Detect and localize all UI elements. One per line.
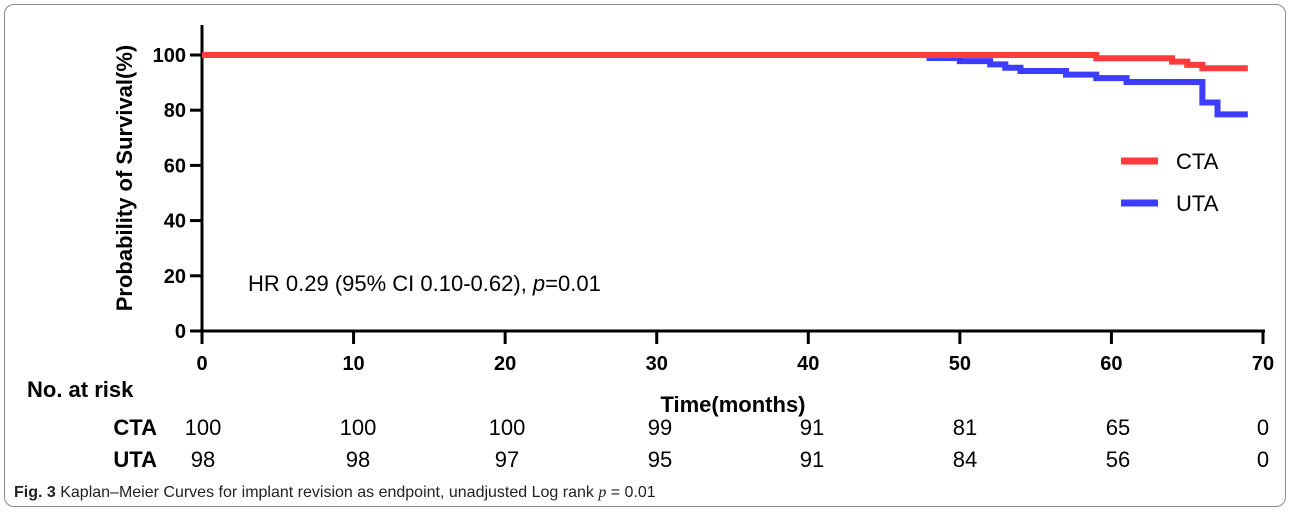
y-tick-label: 20 bbox=[164, 266, 186, 288]
figure-caption: Fig. 3 Kaplan–Meier Curves for implant r… bbox=[14, 484, 656, 502]
risk-cell: 0 bbox=[1257, 415, 1269, 440]
series-line-cta bbox=[202, 52, 1248, 72]
hr-annotation: HR 0.29 (95% CI 0.10-0.62), p=0.01 bbox=[248, 271, 601, 296]
y-tick-label: 40 bbox=[164, 211, 186, 233]
risk-row-label-uta: UTA bbox=[113, 447, 157, 472]
y-axis-label: Probability of Survival(%) bbox=[112, 45, 137, 312]
y-tick-label: 0 bbox=[175, 321, 186, 343]
risk-row-label-cta: CTA bbox=[113, 415, 157, 440]
risk-cell: 100 bbox=[340, 415, 377, 440]
caption-text: Kaplan–Meier Curves for implant revision… bbox=[55, 484, 599, 501]
x-tick-label: 40 bbox=[797, 353, 819, 375]
figure-label: Fig. 3 bbox=[14, 484, 56, 501]
hr-annotation-text: HR 0.29 (95% CI 0.10-0.62), bbox=[248, 271, 533, 296]
y-tick-label: 80 bbox=[164, 100, 186, 122]
risk-table-title: No. at risk bbox=[27, 377, 134, 402]
annotation-group: HR 0.29 (95% CI 0.10-0.62), p=0.01 bbox=[248, 271, 601, 296]
risk-cell: 81 bbox=[953, 415, 977, 440]
x-tick-label: 10 bbox=[342, 353, 364, 375]
x-tick-label: 50 bbox=[949, 353, 971, 375]
series-line-uta bbox=[202, 52, 1248, 118]
y-tick-label: 100 bbox=[153, 45, 186, 67]
axes: 0 20 40 60 80 100 0 10 20 30 40 50 60 70 Probability o… bbox=[112, 25, 1274, 417]
risk-cell: 99 bbox=[648, 415, 672, 440]
x-tick-label: 70 bbox=[1252, 353, 1274, 375]
x-axis-label: Time(months) bbox=[660, 392, 805, 417]
risk-cell: 95 bbox=[648, 447, 672, 472]
legend-label-uta: UTA bbox=[1176, 191, 1219, 216]
risk-cell: 84 bbox=[953, 447, 977, 472]
legend: CTA UTA bbox=[1121, 149, 1219, 216]
x-tick-label: 20 bbox=[494, 353, 516, 375]
y-tick-label: 60 bbox=[164, 155, 186, 177]
risk-cell: 91 bbox=[800, 447, 824, 472]
survival-lines bbox=[202, 52, 1248, 118]
x-tick-label: 60 bbox=[1100, 353, 1122, 375]
hr-annotation-value: =0.01 bbox=[545, 271, 601, 296]
risk-cell: 98 bbox=[346, 447, 370, 472]
caption-p: p bbox=[598, 484, 607, 501]
risk-table: No. at risk CTA 100 100 100 99 91 81 65 0 UTA 98 98 9… bbox=[27, 377, 1269, 472]
caption-suffix: = 0.01 bbox=[606, 484, 656, 501]
risk-cell: 98 bbox=[191, 447, 215, 472]
hr-annotation-p: p bbox=[532, 271, 545, 296]
risk-cell: 97 bbox=[495, 447, 519, 472]
legend-label-cta: CTA bbox=[1176, 149, 1219, 174]
x-tick-label: 30 bbox=[646, 353, 668, 375]
x-tick-label: 0 bbox=[196, 353, 207, 375]
risk-cell: 100 bbox=[185, 415, 222, 440]
risk-cell: 91 bbox=[800, 415, 824, 440]
figure-frame bbox=[4, 4, 1286, 507]
risk-cell: 56 bbox=[1106, 447, 1130, 472]
risk-cell: 100 bbox=[489, 415, 526, 440]
risk-cell: 65 bbox=[1106, 415, 1130, 440]
km-chart: 0 20 40 60 80 100 0 10 20 30 40 50 60 70 Probability o… bbox=[27, 25, 1274, 472]
risk-cell: 0 bbox=[1257, 447, 1269, 472]
